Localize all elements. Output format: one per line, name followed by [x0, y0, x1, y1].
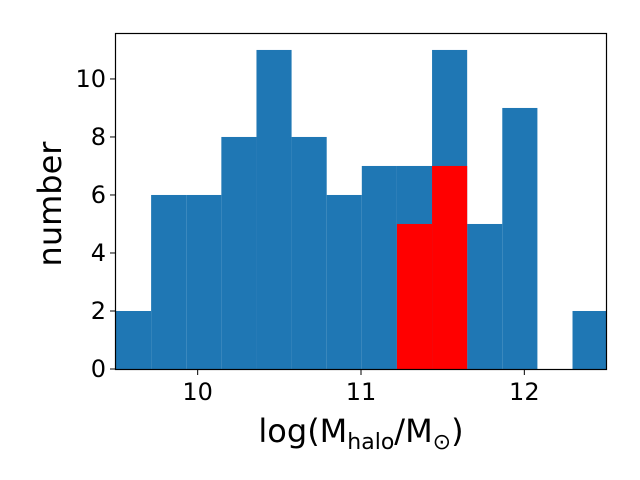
y-tick-label: 8	[91, 123, 106, 151]
bar-all-0	[116, 310, 152, 369]
bar-all-5	[291, 136, 327, 369]
bar-all-2	[186, 194, 222, 369]
bar-highlighted-9	[432, 165, 468, 369]
bar-all-4	[256, 49, 292, 369]
y-tick-label: 4	[91, 239, 106, 267]
bar-highlighted-8	[396, 223, 433, 369]
bar-all-6	[326, 194, 362, 369]
y-tick-label: 0	[91, 355, 106, 383]
bar-all-10	[467, 223, 503, 369]
x-axis-label: log(Mhalo/M⊙)	[258, 412, 463, 455]
x-tick-label: 10	[182, 378, 213, 406]
bar-all-3	[221, 136, 257, 369]
bar-all-13	[572, 310, 606, 369]
y-tick-label: 10	[75, 65, 106, 93]
bar-all-7	[361, 165, 397, 369]
y-axis-label: number	[31, 141, 69, 267]
x-tick-label: 12	[509, 378, 540, 406]
bar-all-1	[151, 194, 187, 369]
y-axis: 0 2 4 6 8 10	[75, 65, 116, 383]
y-tick-label: 2	[91, 297, 106, 325]
y-tick-label: 6	[91, 181, 106, 209]
bars-layer	[116, 49, 606, 370]
bar-all-11	[502, 107, 538, 370]
x-axis: 10 11 12	[182, 369, 540, 406]
x-tick-label: 11	[346, 378, 377, 406]
